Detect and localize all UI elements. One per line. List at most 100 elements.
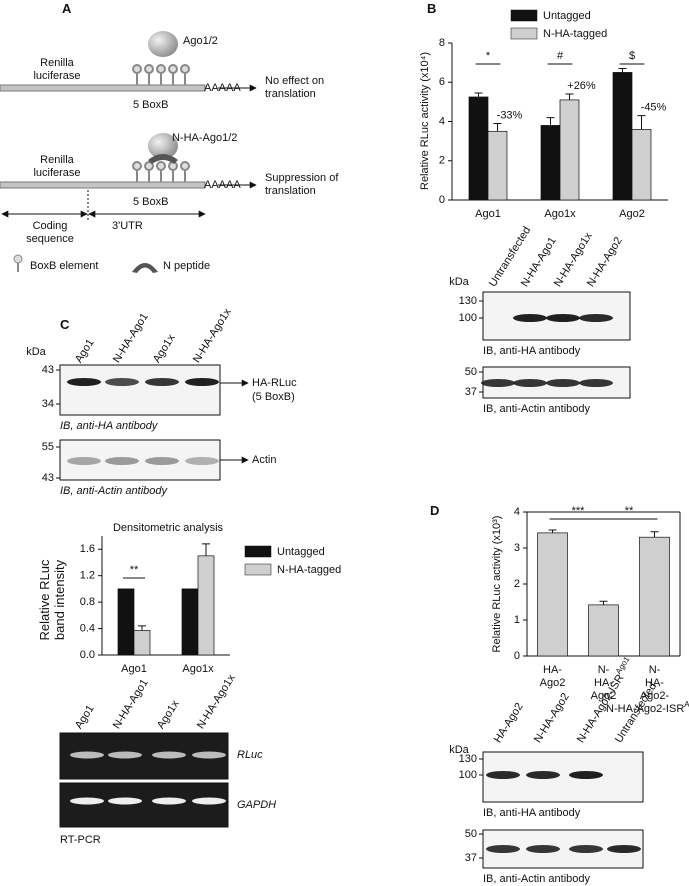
bar — [133, 630, 151, 656]
y-tick-label: 2 — [514, 578, 520, 590]
error-bar — [202, 543, 210, 556]
lane-label: Ago1 — [73, 703, 97, 731]
lane-label: N-HA-Ago1 — [111, 677, 151, 731]
error-bar — [650, 531, 659, 538]
polya-label: AAAAA — [204, 82, 241, 94]
legend-swatch — [244, 545, 272, 558]
bar — [588, 604, 619, 657]
gel — [59, 782, 229, 828]
bar — [487, 130, 508, 201]
boxb-label: 5 BoxB — [133, 196, 169, 208]
y-tick-label: 2 — [439, 155, 445, 167]
bar — [197, 555, 215, 656]
band — [526, 845, 560, 853]
panel-label: A — [62, 1, 72, 16]
band — [486, 845, 520, 853]
y-tick-label: 1 — [514, 614, 520, 626]
significance-label: $ — [629, 50, 635, 62]
band — [185, 378, 219, 386]
y-tick-label: 1.6 — [80, 543, 95, 555]
diagram-shapes — [0, 31, 257, 273]
y-tick-label: 4 — [514, 506, 520, 518]
error-bar — [618, 68, 627, 73]
band — [513, 379, 547, 387]
change-label: -33% — [497, 109, 523, 121]
x-tick-label: N-HA-Ago2-ISRAgo1 — [606, 700, 689, 715]
gene-label: Renilla luciferase — [33, 57, 81, 82]
band — [486, 771, 520, 779]
bar — [468, 96, 489, 201]
ago-protein — [148, 31, 178, 57]
legend-label: Untagged — [277, 546, 325, 558]
lane-label: N-HA-Ago1 — [111, 311, 151, 365]
band — [67, 378, 101, 386]
blot-caption: IB, anti-Actin antibody — [483, 873, 591, 885]
legend-label: BoxB element — [30, 260, 99, 272]
lane-label: N-HA-Ago1x — [191, 306, 234, 365]
significance-label: * — [486, 50, 491, 62]
lane-label: Ago1 — [73, 337, 97, 365]
band — [145, 457, 179, 465]
marker-label: 130 — [459, 753, 477, 765]
marker-label: 34 — [42, 398, 54, 410]
target-label: Actin — [252, 454, 276, 466]
gel-band — [152, 751, 186, 759]
blot-caption: IB, anti-Actin antibody — [483, 403, 591, 415]
chart-title: Densitometric analysis — [113, 522, 224, 534]
significance-label: # — [557, 50, 564, 62]
boxb-stems — [132, 64, 190, 182]
lane-label: N-HA-Ago1x — [195, 672, 238, 731]
panel-label: B — [427, 1, 437, 16]
legend-label: N-HA-tagged — [277, 564, 341, 576]
lane-label: Ago1x — [151, 332, 178, 365]
target-label: HA-RLuc — [252, 377, 297, 389]
gel-band — [192, 751, 226, 759]
bar — [537, 532, 568, 657]
band — [481, 379, 515, 387]
bar — [639, 536, 670, 657]
y-tick-label: 0 — [439, 194, 445, 206]
y-tick-label: 1.2 — [80, 570, 95, 582]
x-tick-label: HA- — [543, 664, 562, 676]
y-tick-label: 4 — [439, 115, 445, 127]
x-tick-label: Ago1x — [182, 663, 214, 675]
n-peptide-icon — [132, 263, 158, 273]
legend-label: N peptide — [163, 260, 211, 272]
gel-band — [108, 751, 142, 759]
polya-label: AAAAA — [204, 179, 241, 191]
band — [185, 457, 219, 465]
error-bar — [548, 529, 557, 533]
region-label: Coding sequence — [26, 220, 74, 245]
gel-target: RLuc — [237, 749, 263, 761]
bar — [631, 129, 652, 201]
gel-band — [70, 797, 104, 805]
bar — [540, 125, 561, 201]
band — [546, 379, 580, 387]
protein-label: N-HA-Ago1/2 — [172, 132, 238, 144]
panel-label: C — [60, 317, 70, 332]
y-tick-label: 6 — [439, 76, 445, 88]
band — [105, 378, 139, 386]
error-bar — [565, 93, 574, 100]
change-label: -45% — [641, 102, 667, 114]
y-tick-label: 3 — [514, 542, 520, 554]
y-axis-label: Relative RLuc activity (x10³) — [491, 516, 503, 653]
error-bar — [138, 625, 146, 631]
y-axis-label: Relative RLuc activity (x10⁴) — [419, 52, 431, 190]
lane-label: Ago1x — [155, 698, 182, 731]
outcome-label: Suppression of translation — [265, 172, 339, 197]
x-tick-label: HA- — [645, 677, 664, 689]
marker-label: 50 — [465, 366, 477, 378]
band — [569, 771, 603, 779]
error-bar — [493, 122, 502, 132]
bar — [117, 588, 135, 656]
region-label: 3'UTR — [112, 220, 143, 232]
kda-label: kDa — [449, 276, 469, 288]
marker-label: 55 — [42, 441, 54, 453]
target-label: (5 BoxB) — [252, 391, 295, 403]
legend-label: Untagged — [543, 10, 591, 22]
x-tick-label: Ago2 — [591, 690, 617, 702]
lane-label: N-HA-Ago2 — [532, 691, 572, 745]
band — [526, 771, 560, 779]
